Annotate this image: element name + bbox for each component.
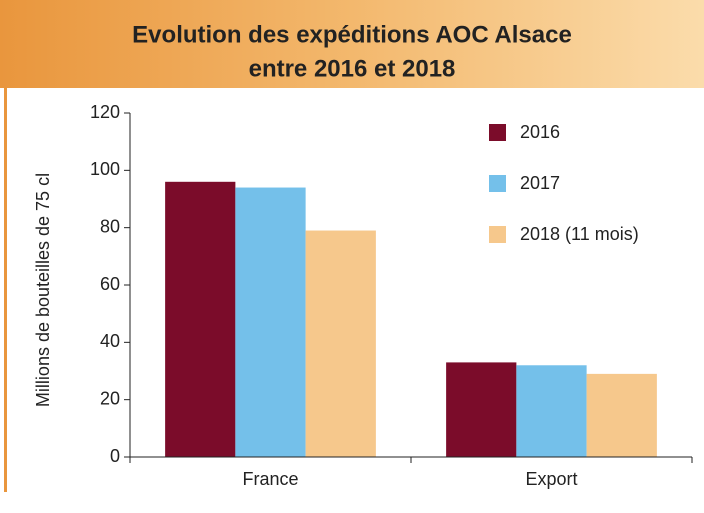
chart-title: entre 2016 et 2018 (249, 55, 456, 82)
bar (235, 187, 306, 458)
y-tick-label: 40 (100, 331, 120, 351)
legend-label: 2016 (520, 122, 560, 142)
y-axis-title: Millions de bouteilles de 75 cl (33, 173, 53, 407)
y-tick-label: 60 (100, 274, 120, 294)
y-tick-label: 100 (90, 159, 120, 179)
left-border (4, 88, 7, 492)
legend-swatch (489, 226, 506, 243)
y-tick-label: 80 (100, 216, 120, 236)
y-tick-label: 0 (110, 446, 120, 466)
chart-title: Evolution des expéditions AOC Alsace (132, 21, 572, 48)
legend-label: 2017 (520, 173, 560, 193)
legend-swatch (489, 124, 506, 141)
x-tick-label: Export (525, 469, 577, 489)
y-tick-label: 120 (90, 102, 120, 122)
legend-swatch (489, 175, 506, 192)
bar (586, 373, 657, 457)
legend-label: 2018 (11 mois) (520, 224, 639, 244)
x-tick-label: France (242, 469, 298, 489)
bar (165, 181, 236, 458)
bar (446, 362, 517, 457)
y-tick-label: 20 (100, 388, 120, 408)
title-banner (0, 0, 704, 88)
bar (516, 365, 587, 457)
bar (305, 230, 376, 457)
